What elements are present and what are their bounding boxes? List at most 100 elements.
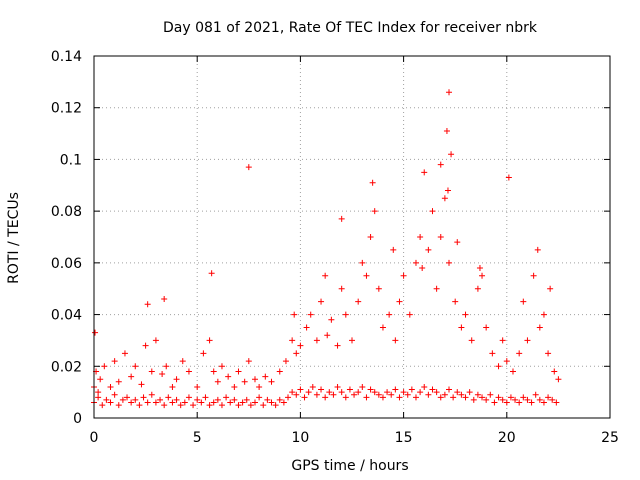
data-point: [474, 285, 481, 292]
data-point: [536, 324, 543, 331]
data-point: [313, 337, 320, 344]
data-point: [479, 272, 486, 279]
data-point: [433, 389, 440, 396]
data-point: [388, 391, 395, 398]
data-point: [194, 383, 201, 390]
data-point: [293, 350, 300, 357]
x-tick-label: 0: [90, 430, 99, 446]
data-point: [524, 337, 531, 344]
data-point: [185, 368, 192, 375]
data-point: [177, 402, 184, 409]
data-point: [384, 389, 391, 396]
data-point: [363, 394, 370, 401]
data-point: [437, 394, 444, 401]
data-point: [256, 383, 263, 390]
data-point: [338, 215, 345, 222]
data-point: [443, 127, 450, 134]
data-point: [225, 373, 232, 380]
data-point: [545, 350, 552, 357]
data-point: [152, 337, 159, 344]
data-point: [161, 402, 168, 409]
data-point: [148, 368, 155, 375]
data-point: [446, 89, 453, 96]
data-point: [454, 239, 461, 246]
data-point: [375, 391, 382, 398]
data-point: [282, 358, 289, 365]
data-point: [132, 396, 139, 403]
data-point: [406, 311, 413, 318]
data-point: [412, 259, 419, 266]
data-point: [421, 383, 428, 390]
data-point: [359, 259, 366, 266]
data-point: [206, 337, 213, 344]
data-point: [359, 383, 366, 390]
data-point: [396, 394, 403, 401]
data-point: [260, 402, 267, 409]
data-point: [318, 298, 325, 305]
data-point: [489, 350, 496, 357]
data-point: [491, 399, 498, 406]
data-point: [198, 399, 205, 406]
data-point: [516, 399, 523, 406]
data-point: [313, 391, 320, 398]
data-point: [200, 350, 207, 357]
data-point: [231, 396, 238, 403]
data-point: [433, 285, 440, 292]
data-point: [97, 376, 104, 383]
data-point: [342, 311, 349, 318]
data-point: [483, 324, 490, 331]
data-point: [516, 350, 523, 357]
data-point: [540, 311, 547, 318]
x-axis-label: GPS time / hours: [291, 458, 408, 474]
data-point: [334, 342, 341, 349]
data-point: [324, 332, 331, 339]
data-point: [328, 316, 335, 323]
data-point: [417, 234, 424, 240]
data-point: [528, 399, 535, 406]
x-tick-label: 20: [498, 430, 516, 446]
y-tick-label: 0: [73, 411, 82, 427]
data-point: [408, 386, 415, 393]
data-point: [218, 402, 225, 409]
data-point: [95, 389, 102, 396]
data-point: [462, 311, 469, 318]
x-tick-label: 25: [601, 430, 619, 446]
data-point: [256, 394, 263, 401]
data-point: [400, 272, 407, 279]
data-point: [524, 396, 531, 403]
data-point: [132, 363, 139, 370]
data-point: [536, 396, 543, 403]
data-point: [452, 298, 459, 305]
data-point: [417, 389, 424, 396]
data-point: [499, 337, 506, 344]
data-point: [243, 396, 250, 403]
y-tick-label: 0.08: [51, 204, 82, 220]
data-point: [307, 311, 314, 318]
data-point: [503, 399, 510, 406]
data-point: [293, 391, 300, 398]
data-point: [251, 376, 258, 383]
y-tick-label: 0.02: [51, 359, 82, 375]
data-point: [466, 389, 473, 396]
data-point: [208, 270, 215, 277]
data-point: [547, 285, 554, 292]
data-point: [101, 363, 108, 370]
data-point: [532, 391, 539, 398]
data-point: [276, 396, 283, 403]
data-point: [437, 161, 444, 168]
data-point: [309, 383, 316, 390]
data-point: [103, 396, 110, 403]
data-point: [540, 399, 547, 406]
data-point: [367, 234, 374, 240]
data-point: [235, 402, 242, 409]
plot-frame: [93, 55, 611, 419]
data-point: [355, 298, 362, 305]
data-point: [227, 399, 234, 406]
data-point: [190, 402, 197, 409]
y-tick-label: 0.06: [51, 256, 82, 272]
data-point: [268, 399, 275, 406]
data-point: [95, 394, 102, 401]
data-point: [476, 265, 483, 272]
data-point: [419, 265, 426, 272]
data-point: [289, 389, 296, 396]
